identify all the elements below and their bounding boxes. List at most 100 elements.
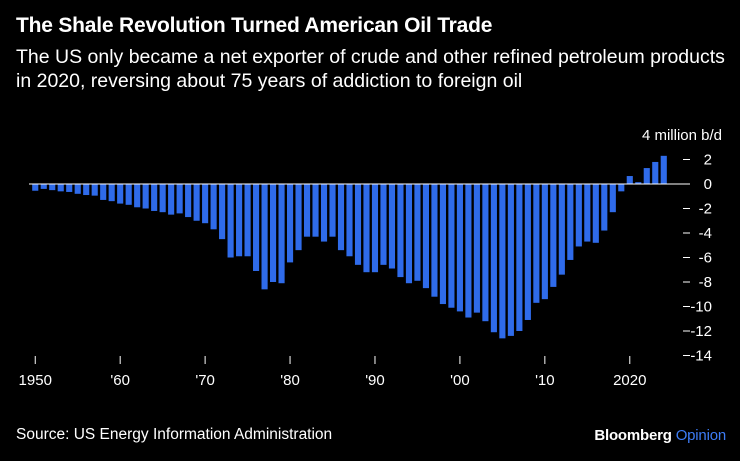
y-tick-label: -4 [699,225,712,242]
bar-1955 [74,184,81,194]
bar-2019 [618,184,625,192]
bar-1968 [185,184,192,218]
bar-1971 [210,184,217,230]
bar-2007 [516,184,523,331]
bar-1954 [66,184,73,192]
bar-2000 [456,184,463,312]
bar-1998 [439,184,446,305]
y-axis-unit-label: 4 million b/d [642,127,722,144]
x-tick-label: '90 [365,372,385,389]
y-tick-label: -10 [690,299,712,316]
bar-2015 [584,184,591,242]
bar-1957 [91,184,98,196]
y-tick-label: -12 [690,323,712,340]
chart-subtitle: The US only became a net exporter of cru… [16,46,725,92]
bar-1979 [278,184,285,284]
bar-1975 [244,184,251,257]
bar-1960 [117,184,124,204]
bar-1996 [422,184,429,289]
bar-2024 [660,155,667,184]
bar-1984 [320,184,328,242]
bar-1985 [329,184,336,237]
bar-1980 [286,184,294,263]
bars-group [32,155,667,339]
x-tick-label: 1950 [19,372,52,389]
bar-2010 [541,184,548,300]
bar-1973 [227,184,234,258]
bar-2006 [507,184,514,336]
bar-1959 [108,184,115,202]
bar-1989 [363,184,370,273]
bar-1969 [193,184,200,221]
bar-1953 [57,184,64,192]
bar-1995 [414,184,421,281]
x-tick-label: '10 [535,372,555,389]
y-tick-label: -6 [699,250,712,267]
bar-1963 [142,184,149,209]
bar-2020 [626,176,633,184]
bar-1974 [236,184,243,257]
bar-1964 [151,184,158,211]
bar-2014 [575,184,582,247]
bar-1962 [134,184,141,208]
bar-2023 [652,161,659,184]
chart-title: The Shale Revolution Turned American Oil… [16,14,493,37]
bar-1999 [448,184,455,308]
bar-1961 [125,184,132,205]
bar-1956 [83,184,90,196]
brand-accent: Opinion [675,427,727,444]
bar-1976 [253,184,260,271]
bar-1988 [354,184,362,265]
bar-1950 [32,184,39,191]
x-tick-label: '00 [450,372,470,389]
bar-1972 [219,184,226,240]
bar-2012 [558,184,565,275]
bar-1993 [397,184,404,278]
y-axis: 2 0 -2 -4 -6 -8 -10 -12 -14 [683,152,712,365]
bar-1992 [388,184,396,269]
y-tick-label: 0 [704,176,712,193]
y-tick-label: -2 [699,201,712,218]
x-tick-label: '70 [195,372,215,389]
bar-1970 [202,184,209,224]
bar-2022 [643,168,650,184]
bar-2004 [490,184,497,333]
bar-1952 [49,184,56,191]
bar-1994 [405,184,413,284]
bar-1983 [312,184,319,237]
bar-1986 [337,184,345,251]
bar-1991 [380,184,387,265]
bar-2021 [635,182,642,184]
bar-1966 [168,184,175,215]
bar-1978 [270,184,277,282]
bar-1981 [295,184,302,251]
x-tick-label: '80 [280,372,300,389]
bar-1967 [176,184,183,214]
y-tick-label: -14 [690,348,712,365]
bar-2011 [550,184,557,287]
bar-2016 [592,184,599,243]
bar-2005 [499,184,506,339]
bar-2018 [609,184,616,213]
bar-1987 [346,184,353,257]
bar-2013 [567,184,574,260]
bar-1990 [371,184,379,273]
bar-1997 [431,184,438,297]
x-tick-label: 2020 [613,372,646,389]
bar-1958 [100,184,107,200]
bar-1977 [261,184,268,290]
bar-2002 [473,184,480,313]
bar-2008 [524,184,531,320]
brand-main: Bloomberg [594,427,672,444]
x-tick-label: '60 [110,372,130,389]
y-tick-label: 2 [704,152,712,169]
bar-2017 [601,184,608,231]
source-note: Source: US Energy Information Administra… [16,426,333,443]
brand-logo: Bloomberg Opinion [594,427,726,444]
bar-1951 [40,184,47,189]
y-tick-label: -8 [699,274,712,291]
bar-2001 [465,184,472,318]
x-axis: 1950 '60 '70 '80 '90 '00 '10 2020 [19,356,646,389]
bar-1982 [303,184,311,237]
